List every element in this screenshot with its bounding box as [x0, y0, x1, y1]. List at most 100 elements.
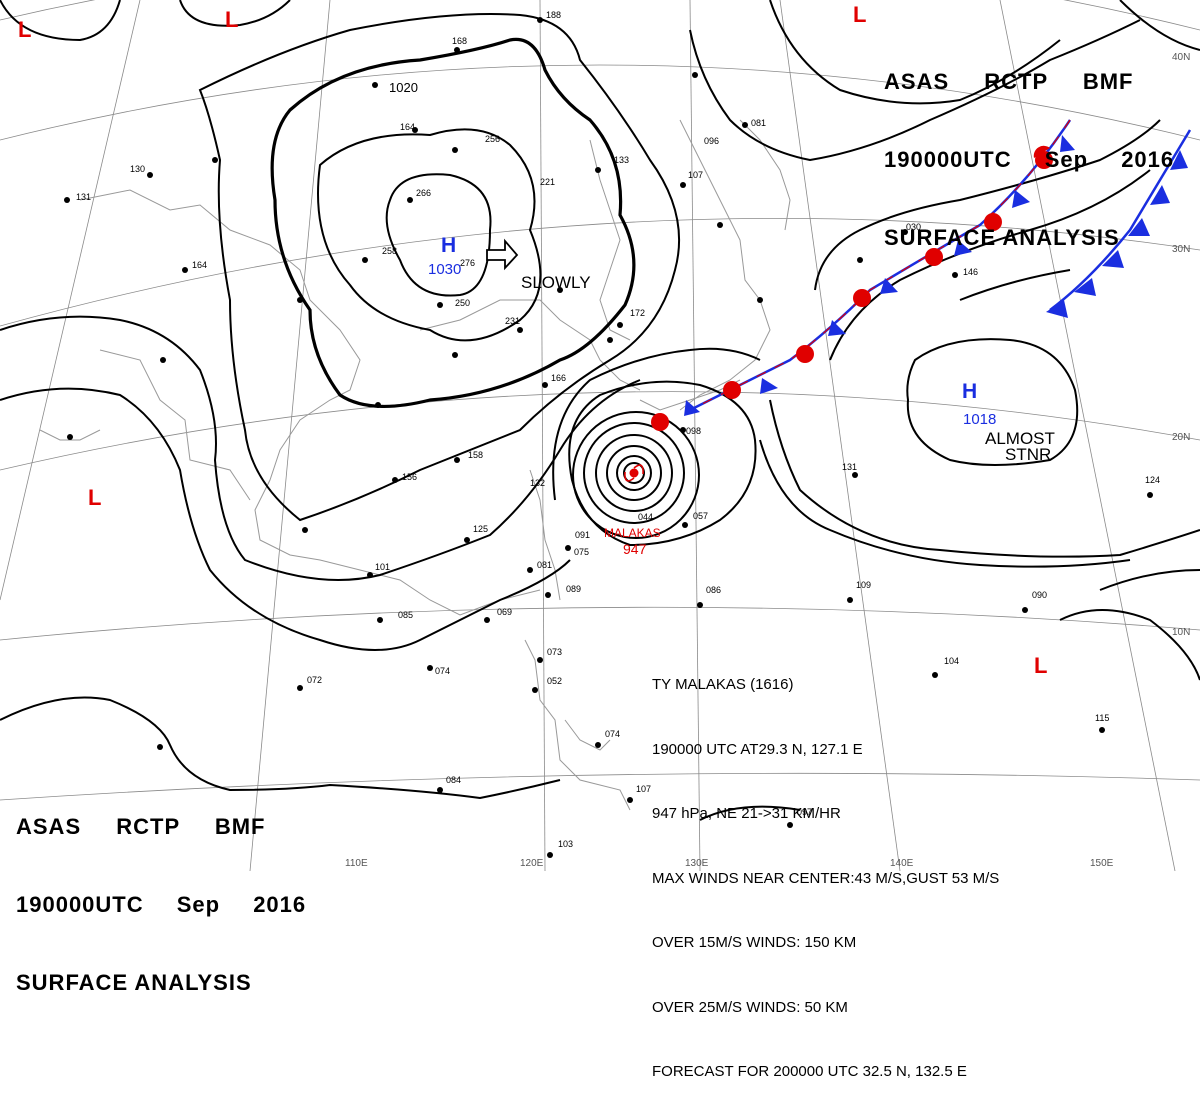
latitude-label: 10N	[1172, 627, 1190, 638]
station-value: 158	[468, 450, 483, 460]
station-value: 098	[686, 426, 701, 436]
station-value: 101	[375, 562, 390, 572]
station-value: 156	[402, 472, 417, 482]
station-value: 084	[446, 775, 461, 785]
high-symbol-east: H	[962, 380, 977, 403]
station-value: 090	[1032, 590, 1047, 600]
header-line-2: 190000UTC Sep 2016	[884, 147, 1175, 172]
station-value: 109	[856, 580, 871, 590]
low-symbol: L	[225, 7, 238, 32]
station-value: 133	[614, 155, 629, 165]
low-symbol: L	[88, 485, 101, 510]
typhoon-name: MALAKAS	[604, 526, 661, 540]
station-value: 115	[1095, 713, 1109, 723]
typhoon-info-line: TY MALAKAS (1616)	[652, 676, 794, 693]
station-value: 073	[547, 647, 562, 657]
station-value: 131	[842, 462, 857, 472]
high-pressure-west: 1030	[428, 261, 461, 278]
isobars	[0, 0, 1200, 821]
station-value: 164	[192, 260, 207, 270]
station-value: 231	[505, 316, 520, 326]
station-value: 081	[537, 560, 552, 570]
typhoon-center	[624, 464, 644, 482]
header-line-3: SURFACE ANALYSIS	[16, 970, 252, 995]
station-value: 052	[547, 676, 562, 686]
cold-front-east	[1046, 129, 1192, 318]
station-value: 089	[566, 584, 581, 594]
station-value: 107	[688, 170, 703, 180]
station-value: 075	[574, 547, 589, 557]
station-value: 103	[558, 839, 573, 849]
station-value: 074	[605, 729, 620, 739]
high-pressure-east: 1018	[963, 411, 996, 428]
typhoon-info-line: 190000 UTC AT29.3 N, 127.1 E	[652, 740, 863, 758]
station-value: 081	[751, 118, 766, 128]
longitude-label: 140E	[890, 858, 914, 869]
high-motion-east-1: ALMOST	[985, 429, 1055, 448]
station-value: 107	[636, 784, 651, 794]
station-value: 172	[630, 308, 645, 318]
station-value: 166	[551, 373, 566, 383]
latitude-label: 30N	[1172, 244, 1190, 255]
station-value: 164	[400, 122, 415, 132]
station-value: 085	[398, 610, 413, 620]
longitude-label: 120E	[520, 858, 544, 869]
station-value: 132	[530, 478, 545, 488]
station-value: 096	[704, 136, 719, 146]
header-line-2: 190000UTC Sep 2016	[16, 892, 307, 917]
low-symbol: L	[1034, 653, 1047, 678]
station-value: 125	[473, 524, 488, 534]
typhoon-info-line: 947 hPa, NE 21->31 KM/HR	[652, 805, 841, 822]
station-value: 097	[797, 807, 812, 817]
longitude-label: 110E	[345, 858, 368, 869]
header-line-1: ASAS RCTP BMF	[884, 69, 1134, 94]
typhoon-info-line: FORECAST FOR 200000 UTC 32.5 N, 132.5 E	[652, 1063, 967, 1080]
station-value: 086	[706, 585, 721, 595]
station-value: 030	[906, 222, 921, 232]
station-markers	[64, 17, 1153, 858]
station-value: 130	[130, 164, 145, 174]
station-value: 074	[435, 666, 450, 676]
low-symbol: L	[853, 2, 866, 27]
header-top-right: ASAS RCTP BMF 190000UTC Sep 2016 SURFACE…	[884, 17, 1174, 277]
station-value: 124	[1145, 475, 1160, 485]
header-line-3: SURFACE ANALYSIS	[884, 225, 1120, 250]
station-value: 250	[455, 298, 470, 308]
station-value: 256	[485, 134, 500, 144]
station-value: 146	[963, 267, 978, 277]
stationary-front	[651, 119, 1075, 431]
coastlines	[39, 119, 791, 811]
station-value: 069	[497, 607, 512, 617]
motion-arrow-icon	[486, 238, 519, 271]
station-labels: 188 168 256 221 266 258 276 250 231 133 …	[76, 10, 1160, 849]
station-value: 276	[460, 258, 475, 268]
high-motion-east-2: STNR	[1005, 445, 1051, 464]
station-value: 044	[638, 512, 653, 522]
station-value: 221	[540, 177, 555, 187]
low-symbol: L	[18, 17, 31, 42]
station-value: 072	[307, 675, 322, 685]
station-value: 266	[416, 188, 431, 198]
graticule	[0, 0, 1200, 871]
typhoon-info-line: OVER 15M/S WINDS: 150 KM	[652, 934, 857, 951]
station-value: 057	[693, 511, 708, 521]
station-value: 104	[944, 656, 959, 666]
header-line-1: ASAS RCTP BMF	[16, 814, 266, 839]
weather-map: 188 168 256 221 266 258 276 250 231 133 …	[0, 0, 1200, 871]
station-value: 188	[546, 10, 561, 20]
high-motion-west: SLOWLY	[521, 273, 591, 292]
station-value: 258	[382, 246, 397, 256]
station-value: 168	[452, 36, 467, 46]
longitude-label: 150E	[1090, 858, 1114, 869]
typhoon-pressure: 947	[623, 541, 647, 557]
isobar-label: 1020	[389, 80, 418, 95]
station-value: 131	[76, 192, 91, 202]
typhoon-info-line: OVER 25M/S WINDS: 50 KM	[652, 998, 848, 1016]
longitude-label: 130E	[685, 858, 709, 869]
station-value: 091	[575, 530, 590, 540]
high-symbol-west: H	[441, 234, 456, 257]
header-bottom-left: ASAS RCTP BMF 190000UTC Sep 2016 SURFACE…	[16, 762, 306, 1022]
latitude-label: 40N	[1172, 52, 1190, 63]
typhoon-info-block: TY MALAKAS (1616) 190000 UTC AT29.3 N, 1…	[652, 631, 999, 1104]
latitude-label: 20N	[1172, 432, 1190, 443]
